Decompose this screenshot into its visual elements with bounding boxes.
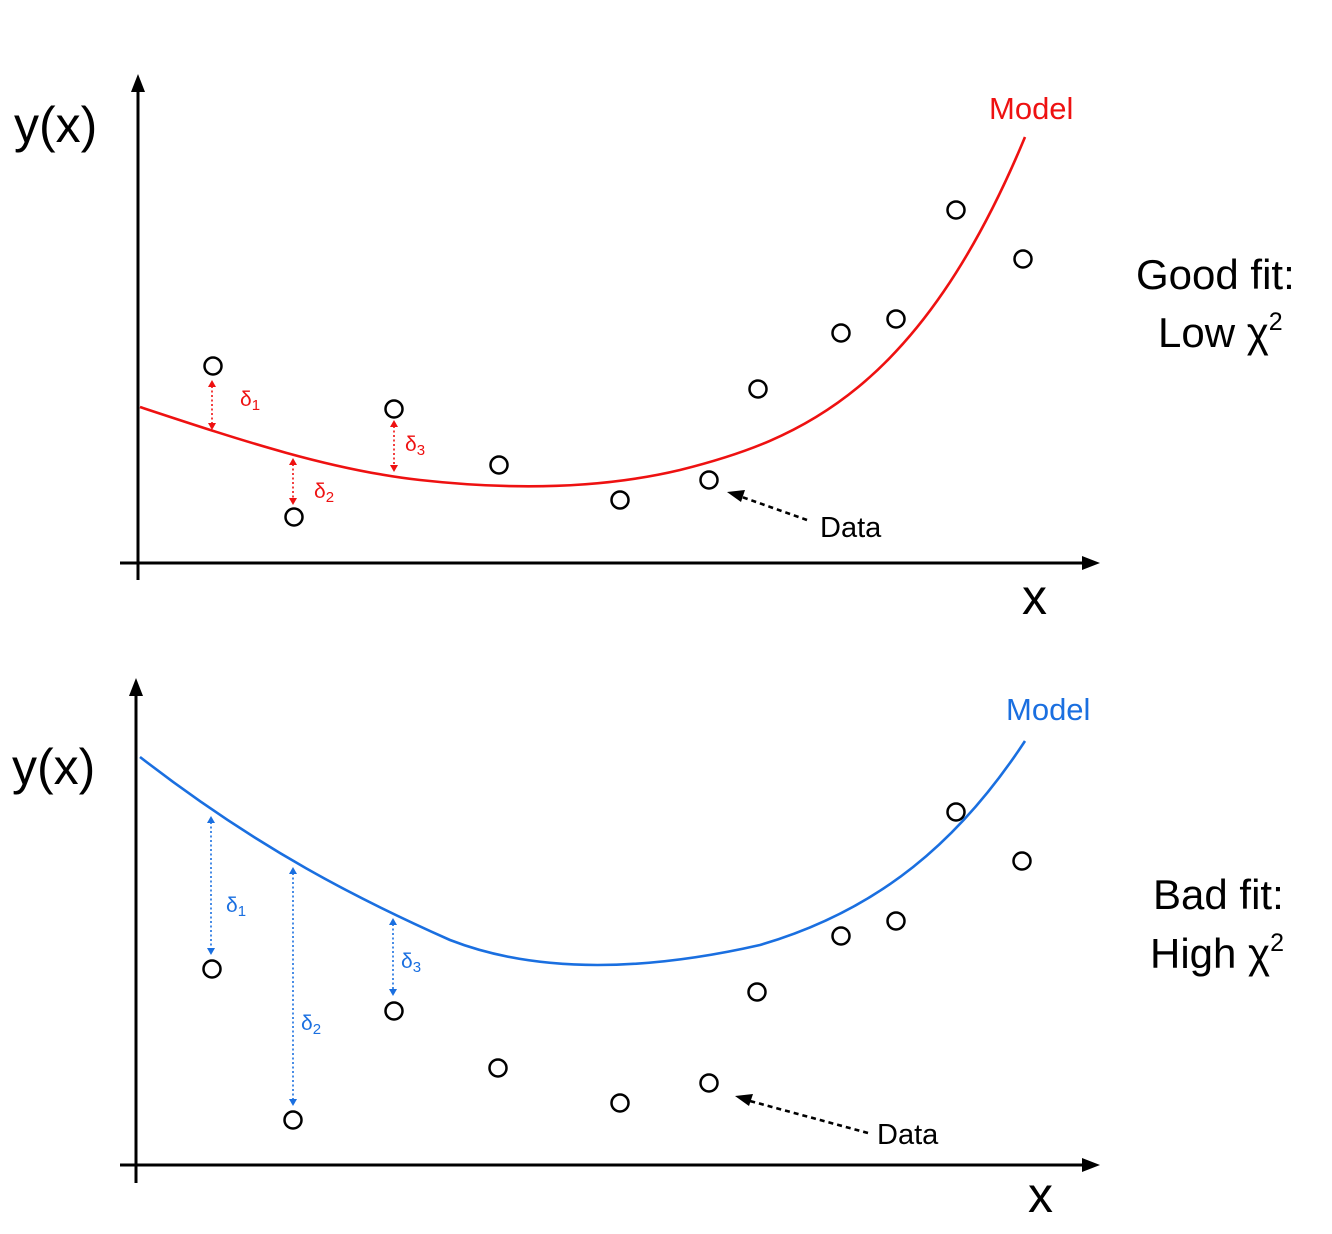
good-data-point-6	[699, 470, 719, 490]
good-fit-panel: y(x) x Model δ1 δ2 δ3 Data Good fit: Low…	[14, 74, 1295, 625]
bad-delta-3-label: δ3	[401, 950, 421, 976]
good-residual-1-top-arrow	[208, 380, 216, 387]
bad-y-axis-label: y(x)	[12, 739, 95, 795]
good-data-pointer-arrowhead	[727, 490, 745, 502]
good-delta-3-label: δ3	[405, 433, 425, 459]
bad-data-point-9	[886, 911, 906, 931]
bad-delta-1-label: δ1	[226, 894, 246, 920]
good-data-point-7	[748, 379, 768, 399]
good-data-point-11	[1013, 249, 1033, 269]
bad-residual-2-top-arrow	[289, 867, 297, 874]
good-residual-2-top-arrow	[289, 458, 297, 465]
good-data-pointer-line	[741, 495, 808, 522]
good-data-point-2	[284, 507, 304, 527]
bad-data-point-1	[202, 959, 222, 979]
good-residuals	[208, 380, 398, 505]
good-data-point-9	[886, 309, 906, 329]
bad-data-point-5	[610, 1093, 630, 1113]
bad-residual-1-top-arrow	[207, 816, 215, 823]
bad-fit-chi2-label: High χ2	[1150, 929, 1284, 977]
bad-residual-1-bottom-arrow	[207, 948, 215, 955]
bad-data-point-11	[1012, 851, 1032, 871]
bad-data-pointer-line	[749, 1099, 869, 1135]
bad-data-point-2	[283, 1110, 303, 1130]
good-y-axis-arrow	[131, 74, 145, 92]
good-residual-2-bottom-arrow	[289, 498, 297, 505]
good-delta-1-label: δ1	[240, 388, 260, 414]
good-data-point-1	[203, 356, 223, 376]
good-x-axis-arrow	[1082, 556, 1100, 570]
good-fit-chi2-label: Low χ2	[1158, 308, 1283, 356]
bad-data-point-10	[946, 802, 966, 822]
bad-fit-heading: Bad fit:	[1153, 871, 1284, 918]
good-delta-2-label: δ2	[314, 480, 334, 506]
good-model-label: Model	[989, 91, 1073, 126]
bad-data-points	[202, 802, 1032, 1130]
bad-y-axis-arrow	[129, 678, 143, 696]
good-x-axis-label: x	[1022, 569, 1047, 625]
bad-data-pointer-arrowhead	[735, 1094, 753, 1106]
bad-data-point-7	[747, 982, 767, 1002]
bad-fit-panel: y(x) x Model δ1 δ2 δ3 Data Bad fit: High…	[12, 678, 1284, 1223]
bad-residual-3-bottom-arrow	[389, 989, 397, 996]
bad-x-axis-arrow	[1082, 1158, 1100, 1172]
good-residual-3-bottom-arrow	[390, 465, 398, 472]
bad-residual-2-bottom-arrow	[289, 1099, 297, 1106]
good-residual-1-bottom-arrow	[208, 423, 216, 430]
good-data-points	[203, 200, 1033, 527]
bad-model-curve	[139, 740, 1027, 967]
bad-data-point-6	[699, 1073, 719, 1093]
good-residual-3-top-arrow	[390, 420, 398, 427]
good-data-point-4	[489, 455, 509, 475]
bad-data-label: Data	[877, 1119, 939, 1151]
good-data-label: Data	[820, 512, 882, 544]
good-data-point-10	[946, 200, 966, 220]
bad-residuals	[207, 816, 397, 1106]
good-fit-heading: Good fit:	[1136, 251, 1295, 298]
bad-data-point-3	[384, 1001, 404, 1021]
bad-model-label: Model	[1006, 692, 1090, 727]
good-model-curve	[139, 136, 1027, 488]
bad-data-point-8	[831, 926, 851, 946]
bad-residual-3-top-arrow	[389, 918, 397, 925]
good-data-point-3	[384, 399, 404, 419]
good-data-point-8	[831, 323, 851, 343]
bad-data-point-4	[488, 1058, 508, 1078]
bad-delta-2-label: δ2	[301, 1012, 321, 1038]
good-y-axis-label: y(x)	[14, 97, 97, 153]
bad-x-axis-label: x	[1028, 1167, 1053, 1223]
good-data-point-5	[610, 490, 630, 510]
